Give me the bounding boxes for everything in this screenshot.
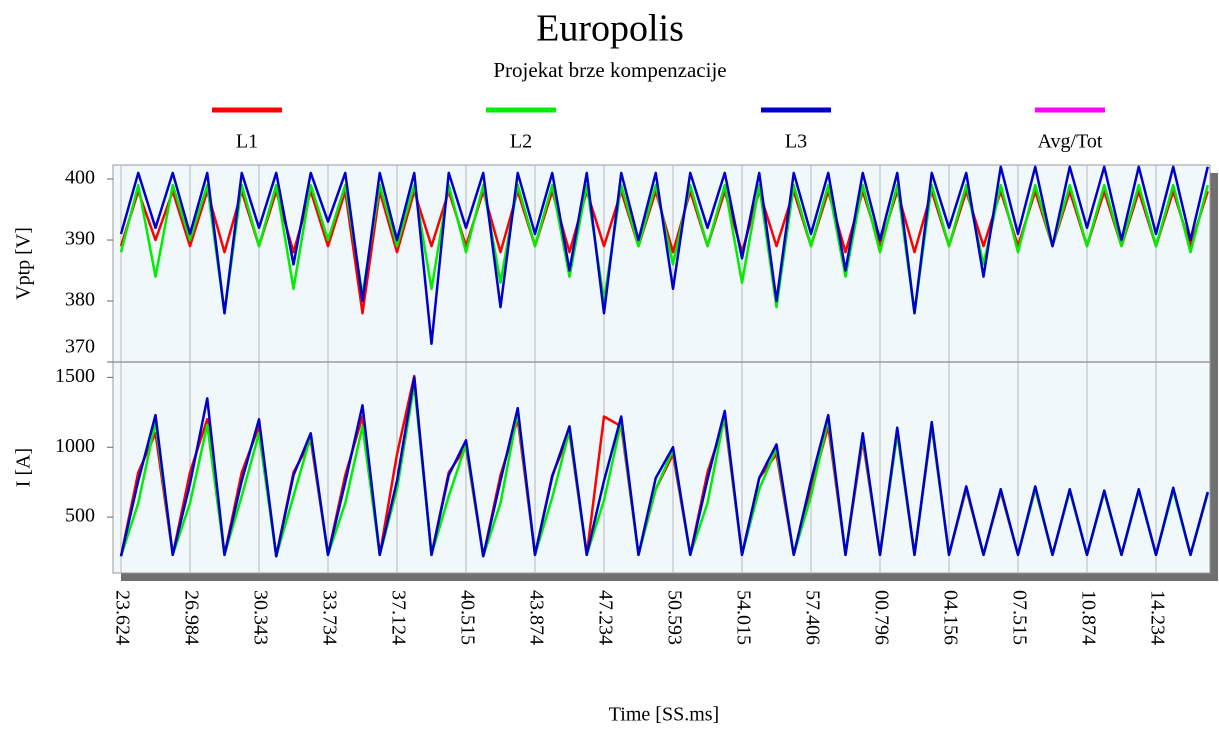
x-tick-label: 26.984 [180,590,202,645]
x-tick-label: 33.734 [318,590,340,645]
x-tick-label: 57.406 [801,590,823,645]
x-tick-label: 07.515 [1008,590,1030,645]
x-tick-label: 37.124 [387,590,409,645]
x-tick-label: 30.343 [249,590,271,645]
series-line [119,165,1209,345]
x-tick-label: 23.624 [111,590,133,645]
chart-title: Europolis [536,8,684,50]
chart-subtitle: Projekat brze kompenzacije [493,58,726,82]
y-tick-label: 1500 [55,365,95,387]
y-tick-label: 380 [65,289,95,311]
legend-label: L1 [236,131,258,153]
x-tick-label: 10.874 [1077,590,1099,645]
y-tick-label: 500 [65,505,95,527]
y-axis-label: Vptp [V] [13,227,35,300]
series-line [119,376,1209,558]
legend-label: L2 [510,131,532,153]
y-tick-label: 400 [65,167,95,189]
x-tick-label: 14.234 [1146,590,1168,645]
x-tick-label: 50.593 [663,590,685,645]
x-tick-label: 43.874 [525,590,547,645]
x-tick-label: 04.156 [939,590,961,645]
x-tick-label: 40.515 [456,590,478,645]
x-tick-label: 47.234 [594,590,616,645]
y-tick-label: 370 [65,336,95,358]
y-tick-label: 390 [65,228,95,250]
x-tick-label: 00.796 [870,590,892,645]
legend-label: L3 [785,131,807,153]
x-axis-label: Time [SS.ms] [609,704,719,726]
y-axis-label: I [A] [13,448,35,487]
y-tick-label: 1000 [55,435,95,457]
legend-label: Avg/Tot [1038,131,1103,153]
x-tick-label: 54.015 [732,590,754,645]
